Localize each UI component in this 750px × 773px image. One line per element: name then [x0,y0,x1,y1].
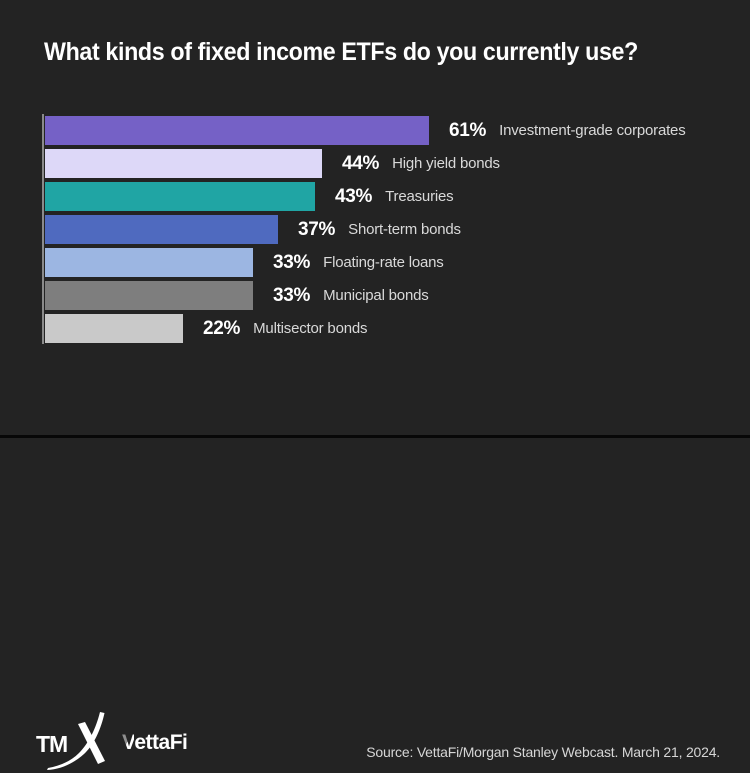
bar-row: 33% Floating-rate loans [45,248,686,277]
vettafi-logo-v: V [122,731,135,754]
bar-row: 44% High yield bonds [45,149,686,178]
bar-value-label: 33% [273,251,311,273]
tmx-x-cross-stroke [78,722,105,764]
bar-row: 33% Municipal bonds [45,281,686,310]
tmx-logo-text: TM [36,731,67,757]
source-attribution: Source: VettaFi/Morgan Stanley Webcast. … [366,744,720,760]
bar-value-label: 33% [273,284,311,306]
bar [45,215,278,244]
infographic-page: What kinds of fixed income ETFs do you c… [0,38,750,770]
tmx-logo: TM [36,712,105,770]
vettafi-logo-rest: ettaFi [134,731,188,754]
vettafi-logo: VettaFi [122,731,188,755]
bar-rows: 61% Investment-grade corporates 44% High… [45,116,686,347]
bar-chart: 61% Investment-grade corporates 44% High… [42,114,732,346]
bar-value-label: 37% [298,218,336,240]
bar-category-label: Floating-rate loans [323,254,444,271]
bar-row: 37% Short-term bonds [45,215,686,244]
bar-row: 43% Treasuries [45,182,686,211]
bar-category-label: Short-term bonds [348,221,461,238]
bar-row: 22% Multisector bonds [45,314,686,343]
bar [45,149,322,178]
bar-value-label: 43% [335,185,373,207]
bar-category-label: Investment-grade corporates [499,122,686,139]
bar [45,248,253,277]
bar [45,116,429,145]
bar [45,314,183,343]
bar-value-label: 61% [449,119,487,141]
bar-value-label: 44% [342,152,380,174]
y-axis-line [42,114,44,344]
chart-title: What kinds of fixed income ETFs do you c… [44,38,638,66]
bottom-border [0,435,750,438]
footer: TM VettaFi Source: VettaFi/Morgan Stanle… [0,348,750,770]
bar-category-label: Treasuries [385,188,454,205]
bar-value-label: 22% [203,317,241,339]
bar-category-label: Multisector bonds [253,320,368,337]
bar-category-label: Municipal bonds [323,287,429,304]
bar [45,182,315,211]
bar [45,281,253,310]
bar-row: 61% Investment-grade corporates [45,116,686,145]
bar-category-label: High yield bonds [392,155,500,172]
